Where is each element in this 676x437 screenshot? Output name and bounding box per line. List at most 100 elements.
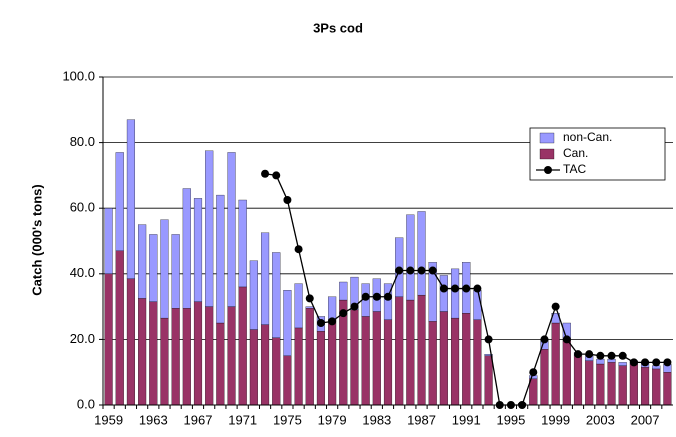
bar-segment xyxy=(484,355,493,406)
line-marker xyxy=(562,335,571,344)
bar-segment xyxy=(428,321,437,406)
x-tick-label: 1959 xyxy=(94,412,123,427)
legend-label: non-Can. xyxy=(563,130,612,144)
x-tick-label: 1987 xyxy=(407,412,436,427)
bar-segment xyxy=(160,317,169,406)
bar-segment xyxy=(663,372,672,406)
x-tick-label: 2003 xyxy=(586,412,615,427)
bar-segment xyxy=(339,281,348,301)
bar-segment xyxy=(126,119,136,279)
bar-segment xyxy=(249,329,258,406)
bar-segment xyxy=(473,290,482,320)
line-marker xyxy=(328,317,337,326)
bar-segment xyxy=(305,308,314,406)
x-tick-label: 1979 xyxy=(318,412,347,427)
bar-segment xyxy=(573,355,583,406)
line-marker xyxy=(372,292,381,301)
bar-segment xyxy=(629,363,638,406)
line-marker xyxy=(350,302,359,311)
bar-segment xyxy=(462,313,471,406)
x-tick-label: 1999 xyxy=(541,412,570,427)
x-tick-label: 1983 xyxy=(362,412,391,427)
line-marker xyxy=(395,266,404,275)
bar-segment xyxy=(272,337,281,406)
line-marker xyxy=(361,292,370,301)
bar-segment xyxy=(596,363,605,406)
bar-segment xyxy=(260,232,270,325)
bar-segment xyxy=(652,368,661,406)
bar-segment xyxy=(618,365,627,406)
bar-segment xyxy=(249,260,258,330)
bar-segment xyxy=(283,355,292,406)
bar-segment xyxy=(372,311,381,406)
legend-swatch xyxy=(539,132,555,144)
line-marker xyxy=(484,335,493,344)
line-marker xyxy=(417,266,426,275)
line-marker xyxy=(462,284,471,293)
bar-segment xyxy=(238,286,247,406)
bar-segment xyxy=(328,296,337,320)
bar-segment xyxy=(439,275,448,312)
line-marker xyxy=(283,196,292,204)
y-axis-label: Catch (000's tons) xyxy=(29,184,44,295)
bar-segment xyxy=(171,234,180,309)
y-tick-label: 60.0 xyxy=(70,200,95,215)
line-marker xyxy=(261,169,270,178)
x-tick-label: 1991 xyxy=(452,412,481,427)
bar-segment xyxy=(383,319,393,406)
line-marker xyxy=(618,351,627,360)
y-tick-label: 20.0 xyxy=(70,331,95,346)
legend-label: Can. xyxy=(563,146,588,160)
bar-segment xyxy=(182,308,191,406)
bar-segment xyxy=(238,199,247,288)
bar-segment xyxy=(193,301,203,406)
bar-segment xyxy=(260,324,270,406)
x-tick-label: 1995 xyxy=(496,412,525,427)
bar-segment xyxy=(607,362,616,406)
bar-segment xyxy=(138,298,147,406)
bar-segment xyxy=(395,296,404,406)
bar-segment xyxy=(205,306,214,406)
line-marker xyxy=(574,350,582,359)
bar-segment xyxy=(484,354,493,356)
line-marker xyxy=(272,171,281,180)
y-tick-label: 80.0 xyxy=(70,134,95,149)
line-marker xyxy=(551,302,560,311)
bar-segment xyxy=(216,194,225,324)
line-marker xyxy=(294,245,303,254)
bar-segment xyxy=(428,262,437,322)
chart-title: 3Ps cod xyxy=(313,20,363,35)
bar-segment xyxy=(294,327,303,406)
bar-segment xyxy=(182,188,191,309)
legend-label: TAC xyxy=(563,162,586,176)
x-tick-label: 1975 xyxy=(273,412,302,427)
line-marker xyxy=(585,350,594,359)
bar-segment xyxy=(529,378,538,406)
bar-segment xyxy=(439,311,448,406)
bar-segment xyxy=(618,362,627,366)
bar-segment xyxy=(473,319,482,406)
bar-segment xyxy=(383,283,393,320)
bar-segment xyxy=(540,349,549,406)
bar-segment xyxy=(406,214,415,301)
bar-segment xyxy=(115,250,124,406)
bar-segment xyxy=(216,322,225,406)
line-marker xyxy=(439,284,448,293)
bar-segment xyxy=(361,316,370,406)
line-marker xyxy=(406,266,415,275)
bar-segment xyxy=(149,301,158,406)
line-marker xyxy=(305,294,314,303)
bar-segment xyxy=(406,299,415,406)
bar-segment xyxy=(104,208,113,274)
bar-segment xyxy=(328,319,337,406)
x-tick-label: 2007 xyxy=(631,412,660,427)
x-tick-label: 1963 xyxy=(139,412,168,427)
legend-swatch xyxy=(544,166,552,174)
bar-segment xyxy=(149,234,158,302)
bar-segment xyxy=(596,358,605,365)
bar-segment xyxy=(640,367,650,406)
line-marker xyxy=(629,358,638,367)
y-tick-label: 40.0 xyxy=(70,265,95,280)
line-marker xyxy=(384,292,392,301)
